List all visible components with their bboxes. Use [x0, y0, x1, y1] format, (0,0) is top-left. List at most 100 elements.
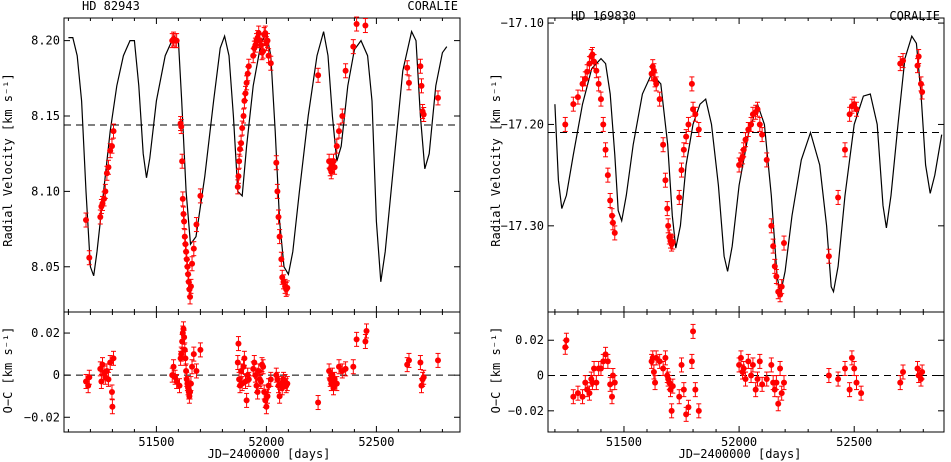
- data-point: [656, 96, 663, 103]
- data-point: [597, 96, 604, 103]
- data-point: [336, 128, 342, 135]
- data-point: [593, 379, 600, 386]
- data-point: [105, 376, 112, 383]
- data-point: [187, 283, 194, 290]
- bottom-y-axis-label: O−C [km s⁻¹]: [1, 327, 15, 414]
- data-point: [919, 89, 926, 96]
- residual-panel: 51500 52000 52500 −0.02 0 0.02: [24, 311, 461, 449]
- instrument-label: CORALIE: [407, 0, 458, 13]
- data-point: [267, 376, 274, 383]
- data-point: [678, 167, 685, 174]
- data-point: [669, 383, 676, 390]
- data-point: [235, 340, 242, 347]
- data-point: [197, 192, 204, 199]
- data-point: [103, 367, 110, 374]
- data-point: [189, 260, 196, 267]
- data-point: [660, 365, 667, 372]
- data-point: [353, 336, 360, 343]
- data-point: [185, 278, 192, 285]
- data-point: [773, 379, 780, 386]
- data-point: [183, 256, 190, 263]
- data-point: [562, 121, 569, 128]
- data-point: [181, 218, 188, 225]
- data-point: [86, 374, 93, 381]
- data-point: [353, 21, 360, 28]
- data-point: [665, 222, 672, 229]
- data-point: [331, 164, 338, 171]
- data-point: [108, 143, 115, 150]
- data-point: [853, 106, 860, 113]
- data-point: [190, 351, 197, 358]
- data-point: [108, 389, 115, 395]
- data-point: [176, 382, 183, 389]
- data-point: [851, 365, 858, 372]
- data-point: [265, 382, 272, 389]
- data-point: [688, 80, 695, 87]
- data-point: [240, 363, 247, 370]
- data-point: [243, 397, 250, 404]
- data-point: [262, 30, 269, 37]
- data-point: [181, 334, 188, 341]
- data-point: [825, 253, 832, 260]
- data-point: [244, 70, 251, 77]
- data-point: [178, 123, 185, 130]
- data-point: [250, 52, 257, 59]
- data-point: [315, 399, 322, 406]
- data-point: [595, 80, 602, 87]
- data-point: [234, 359, 241, 366]
- data-point: [350, 363, 357, 370]
- data-point: [276, 393, 283, 400]
- data-point: [662, 354, 669, 361]
- data-point: [656, 358, 663, 365]
- data-point: [768, 222, 775, 229]
- star-title: HD 82943: [82, 0, 140, 13]
- data-point: [83, 217, 89, 224]
- data-point: [180, 325, 187, 332]
- data-point: [179, 195, 186, 202]
- data-point: [742, 136, 749, 143]
- y-tick-label: −0.02: [24, 410, 60, 424]
- data-point: [184, 263, 191, 270]
- data-point: [650, 369, 657, 375]
- data-point: [265, 52, 272, 59]
- data-point: [768, 361, 775, 368]
- data-point: [404, 64, 411, 71]
- y-tick-label: 8.05: [31, 260, 60, 274]
- data-point: [278, 256, 285, 263]
- data-point: [85, 382, 92, 389]
- data-point: [342, 365, 349, 372]
- chart-hd169830: HD 169830 CORALIE JD−2400000 [days] Radi…: [489, 9, 945, 461]
- data-point: [435, 94, 441, 101]
- data-point: [669, 239, 676, 246]
- data-point: [420, 374, 427, 381]
- data-point: [276, 233, 283, 240]
- data-point: [239, 125, 246, 132]
- data-point: [243, 79, 250, 86]
- data-point: [754, 106, 761, 113]
- data-point: [685, 121, 692, 128]
- data-point: [752, 386, 759, 393]
- top-y-axis-label: Radial Velocity [km s⁻¹]: [1, 73, 15, 246]
- data-point: [362, 22, 369, 29]
- data-point: [173, 378, 180, 385]
- data-point: [748, 372, 755, 379]
- data-point: [586, 390, 593, 397]
- data-point: [611, 229, 618, 236]
- data-point: [179, 158, 186, 165]
- data-point: [237, 146, 243, 153]
- data-point: [680, 386, 687, 393]
- data-point: [778, 283, 785, 290]
- data-point: [185, 271, 192, 278]
- data-point: [245, 376, 252, 383]
- data-point: [405, 357, 412, 364]
- data-point: [607, 197, 614, 204]
- data-point: [749, 361, 756, 368]
- data-point: [420, 111, 427, 118]
- data-point: [417, 359, 424, 366]
- data-point: [853, 379, 860, 386]
- data-point: [193, 367, 200, 374]
- data-point: [591, 365, 598, 372]
- data-point: [611, 379, 618, 386]
- data-point: [107, 359, 114, 366]
- x-tick-label: 51500: [606, 435, 642, 449]
